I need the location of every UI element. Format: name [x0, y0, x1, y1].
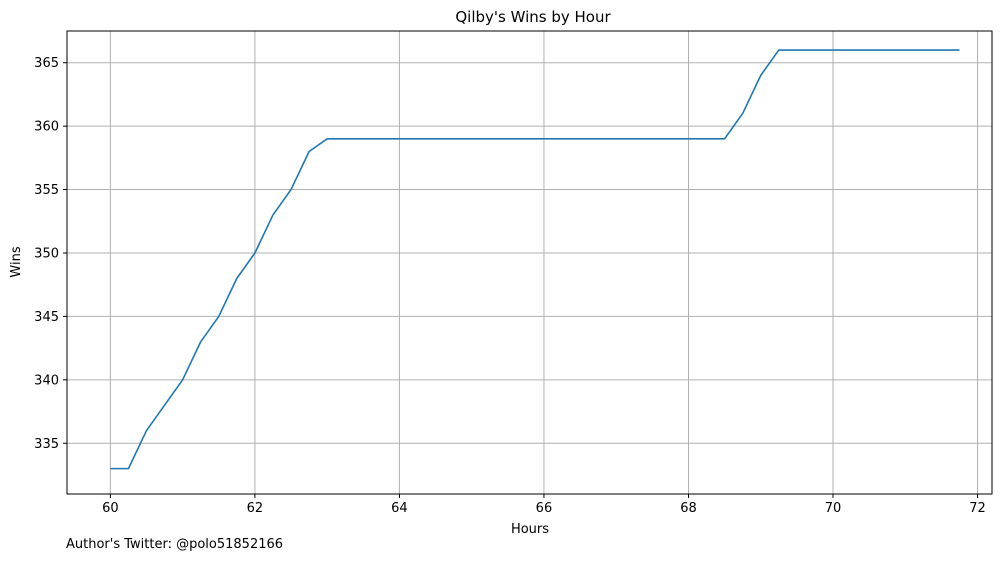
- x-tick-label: 60: [102, 501, 119, 516]
- wins-series-line: [110, 49, 960, 470]
- author-credit: Author's Twitter: @polo51852166: [66, 537, 284, 552]
- x-tick-label: 64: [391, 501, 408, 516]
- x-tick-label: 66: [536, 501, 553, 516]
- grid-lines: [67, 31, 992, 494]
- x-tick-label: 62: [247, 501, 264, 516]
- y-tick-label: 340: [34, 373, 59, 388]
- y-axis-label: Wins: [9, 246, 24, 277]
- axis-ticks: 60 62 64 66 68 70 72 335 340 345 350 355 360 365: [34, 56, 986, 516]
- y-tick-label: 360: [34, 120, 59, 135]
- y-tick-label: 365: [34, 56, 59, 71]
- x-tick-label: 72: [969, 501, 986, 516]
- y-tick-label: 335: [34, 437, 59, 452]
- x-tick-label: 70: [825, 501, 842, 516]
- chart-title: Qilby's Wins by Hour: [455, 8, 611, 26]
- y-tick-label: 350: [34, 246, 59, 261]
- y-tick-label: 345: [34, 310, 59, 325]
- x-axis-label: Hours: [511, 522, 549, 537]
- plot-frame: [66, 30, 993, 495]
- y-tick-label: 355: [34, 183, 59, 198]
- x-tick-label: 68: [680, 501, 697, 516]
